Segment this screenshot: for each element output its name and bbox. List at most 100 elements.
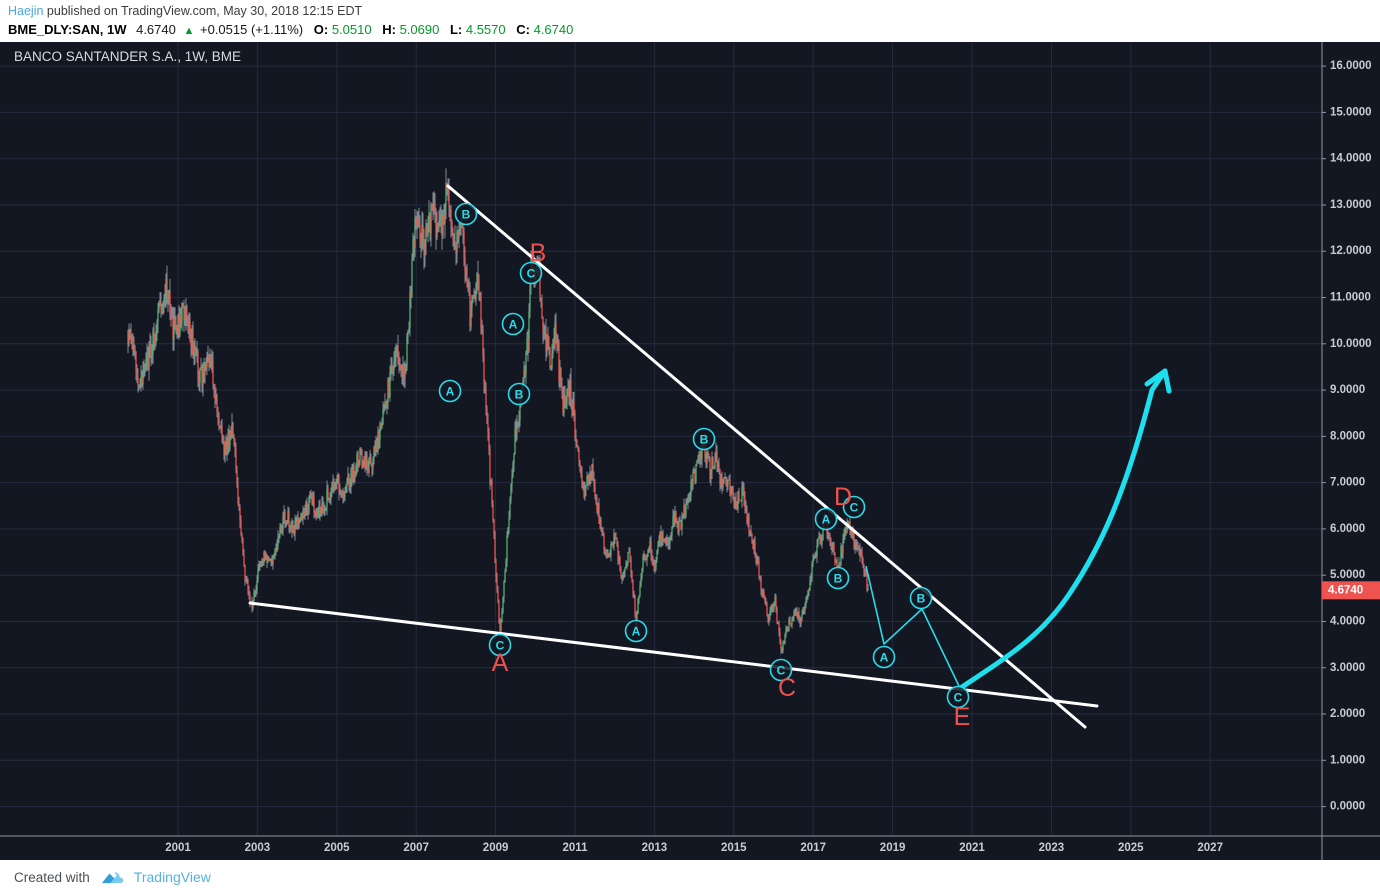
open-value: 5.0510 bbox=[331, 22, 372, 37]
wave-circle-label-a: A bbox=[814, 507, 838, 531]
wave-circle-label-c: C bbox=[946, 685, 970, 709]
chart-title: BANCO SANTANDER S.A., 1W, BME bbox=[14, 49, 241, 64]
time-axis-label: 2023 bbox=[1039, 842, 1065, 854]
wave-circle-outline bbox=[488, 633, 512, 657]
author-link[interactable]: Haejin bbox=[8, 4, 44, 18]
snapshot-header: Haejin published on TradingView.com, May… bbox=[0, 0, 1380, 42]
wave-circle-letter: B bbox=[515, 388, 524, 402]
price-axis-label: 10.0000 bbox=[1330, 338, 1372, 350]
price-axis-label: 7.0000 bbox=[1330, 477, 1365, 489]
time-axis-label: 2021 bbox=[959, 842, 985, 854]
time-axis-label: 2011 bbox=[563, 842, 589, 854]
projection-arrow-shaft bbox=[959, 387, 1155, 690]
snapshot-footer: Created with TradingView bbox=[0, 860, 1380, 894]
price-axis-label: 2.0000 bbox=[1330, 708, 1365, 720]
time-axis-label: 2003 bbox=[245, 842, 271, 854]
wave-circle-outline bbox=[872, 645, 896, 669]
wave-circle-letter: A bbox=[822, 513, 831, 527]
wave-circle-letter: C bbox=[496, 639, 505, 653]
lower-falling-trendline bbox=[248, 601, 1099, 708]
price-axis-label: 0.0000 bbox=[1330, 801, 1365, 813]
wave-circle-letter: C bbox=[527, 267, 536, 281]
last-price: 4.6740 bbox=[136, 22, 176, 37]
time-axis-label: 2013 bbox=[642, 842, 668, 854]
wave-circle-letter: B bbox=[462, 208, 471, 222]
up-candles bbox=[128, 182, 869, 651]
projection-zigzag-line bbox=[865, 565, 960, 687]
wave-circle-outline bbox=[501, 312, 525, 336]
wave-circle-label-c: C bbox=[488, 633, 512, 657]
symbol-title: BME_DLY:SAN, 1W bbox=[8, 22, 127, 37]
time-axis[interactable]: 2001 2003 2005 2007 2009 2011 2013 2015 2017 2019… bbox=[165, 842, 1223, 854]
symbol-line: BME_DLY:SAN, 1W 4.6740 ▲ +0.0515 (+1.11%… bbox=[8, 20, 1380, 41]
price-axis-label: 4.0000 bbox=[1330, 616, 1365, 628]
price-tag-background bbox=[1322, 581, 1380, 600]
wave-circle-letter: B bbox=[917, 592, 926, 606]
wave-circle-outline bbox=[946, 685, 970, 709]
wave-circle-label-a: A bbox=[872, 645, 896, 669]
candle-wicks bbox=[127, 168, 869, 655]
high-label: H: bbox=[382, 22, 396, 37]
red-wave-letter-d: D bbox=[834, 483, 852, 511]
down-candles bbox=[127, 182, 868, 651]
price-axis-label: 8.0000 bbox=[1330, 430, 1365, 442]
projection-arrow bbox=[959, 368, 1172, 690]
price-up-triangle-icon: ▲ bbox=[183, 25, 195, 37]
wave-circle-letter: C bbox=[850, 501, 859, 515]
current-price-tag: 4.6740 bbox=[1322, 581, 1380, 600]
low-label: L: bbox=[449, 22, 463, 37]
wave-circle-label-a: A bbox=[501, 312, 525, 336]
wave-circle-outline bbox=[438, 379, 462, 403]
wave-circle-letter: B bbox=[700, 433, 709, 447]
price-axis-label: 9.0000 bbox=[1330, 384, 1365, 396]
wave-circle-label-b: B bbox=[692, 427, 716, 451]
close-label: C: bbox=[516, 22, 530, 37]
wave-circle-letter: A bbox=[446, 385, 455, 399]
chart-area[interactable]: B C A A B B A C C A C B B A C B A C D E 16.0000 15.0000 14.000… bbox=[0, 42, 1380, 860]
created-with-text: Created with bbox=[14, 869, 90, 885]
price-axis-label: 6.0000 bbox=[1330, 523, 1365, 535]
price-axis-label: 14.0000 bbox=[1330, 153, 1372, 165]
wave-circle-label-b: B bbox=[826, 566, 850, 590]
wave-circle-outline bbox=[454, 202, 478, 226]
wave-circle-label-c: C bbox=[519, 261, 543, 285]
red-wave-letter-e: E bbox=[954, 703, 971, 731]
close-value: 4.6740 bbox=[533, 22, 574, 37]
wave-circle-outline bbox=[769, 658, 793, 682]
wave-circle-letter: C bbox=[954, 691, 963, 705]
red-wave-letter-a: A bbox=[492, 649, 509, 677]
time-axis-label: 2017 bbox=[800, 842, 826, 854]
high-value: 5.0690 bbox=[399, 22, 440, 37]
wave-circle-label-c: C bbox=[769, 658, 793, 682]
price-tag-value: 4.6740 bbox=[1328, 584, 1363, 596]
tradingview-brand-link[interactable]: TradingView bbox=[133, 869, 211, 885]
time-axis-label: 2027 bbox=[1197, 842, 1223, 854]
wave-circle-label-c: C bbox=[842, 495, 866, 519]
price-axis-label: 13.0000 bbox=[1330, 199, 1372, 211]
time-axis-label: 2025 bbox=[1118, 842, 1144, 854]
wave-circle-outline bbox=[624, 619, 648, 643]
red-wave-letter-b: B bbox=[530, 239, 547, 267]
wave-circle-outline bbox=[507, 382, 531, 406]
time-axis-label: 2019 bbox=[880, 842, 906, 854]
tradingview-logo-icon bbox=[101, 871, 124, 883]
wave-circle-outline bbox=[519, 261, 543, 285]
wave-circle-label-b: B bbox=[454, 202, 478, 226]
wave-circle-outline bbox=[826, 566, 850, 590]
low-value: 4.5570 bbox=[465, 22, 506, 37]
time-axis-label: 2009 bbox=[483, 842, 509, 854]
wave-circle-label-b: B bbox=[909, 586, 933, 610]
price-axis-label: 11.0000 bbox=[1330, 292, 1371, 304]
wave-circle-label-b: B bbox=[507, 382, 531, 406]
wave-circle-outline bbox=[692, 427, 716, 451]
time-axis-label: 2005 bbox=[324, 842, 350, 854]
upper-falling-trendline bbox=[446, 184, 1087, 729]
price-axis-label: 1.0000 bbox=[1330, 754, 1365, 766]
open-label: O: bbox=[313, 22, 329, 37]
price-axis[interactable]: 16.0000 15.0000 14.0000 13.0000 12.0000 11.00… bbox=[1322, 60, 1372, 813]
price-axis-label: 5.0000 bbox=[1330, 569, 1365, 581]
wave-circle-letter: C bbox=[777, 664, 786, 678]
